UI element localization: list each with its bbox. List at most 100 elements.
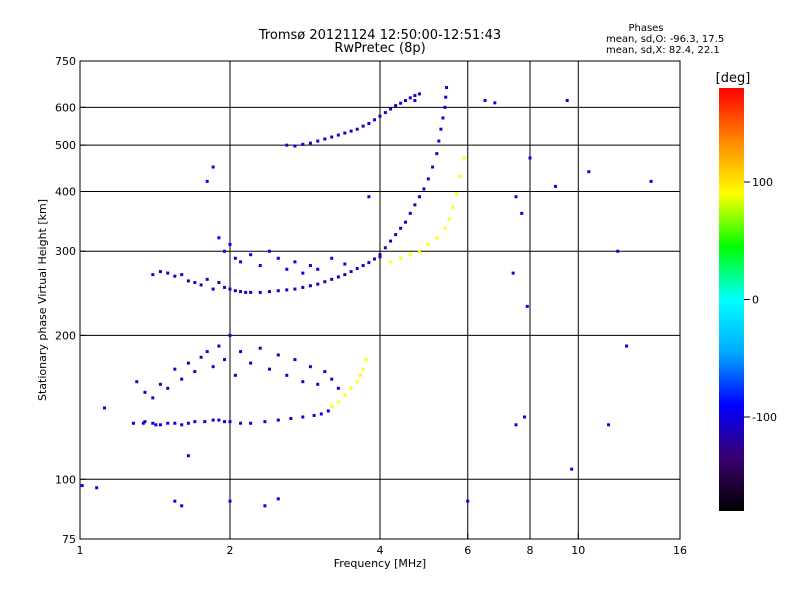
data-point — [649, 179, 653, 183]
data-point — [103, 406, 107, 410]
data-point — [616, 249, 620, 253]
data-point — [435, 236, 439, 240]
data-point — [316, 267, 320, 271]
data-point — [443, 226, 447, 230]
data-point — [289, 417, 293, 421]
data-point — [587, 170, 591, 174]
data-point — [408, 253, 412, 257]
data-point — [330, 135, 334, 139]
x-axis: 1 2 4 6 8 10 16 — [77, 533, 687, 557]
data-point — [267, 290, 271, 294]
data-point — [367, 122, 371, 126]
data-point — [249, 421, 253, 425]
data-point — [565, 99, 569, 103]
data-point — [211, 165, 215, 169]
data-point — [249, 290, 253, 294]
x-tick-label: 6 — [464, 544, 471, 557]
data-point — [180, 423, 184, 427]
data-point — [462, 156, 466, 160]
data-point — [343, 393, 347, 397]
data-point — [151, 273, 155, 277]
data-point — [408, 96, 412, 100]
data-point — [383, 246, 387, 250]
data-point — [343, 131, 347, 135]
data-point — [378, 255, 382, 259]
x-tick-label: 1 — [77, 544, 84, 557]
chart-subtitle: RwPretec (8p) — [334, 41, 425, 56]
data-point — [205, 277, 209, 281]
data-point — [361, 367, 365, 371]
data-point — [285, 267, 289, 271]
x-tick-label: 16 — [673, 544, 687, 557]
data-point — [180, 377, 184, 381]
data-point — [323, 370, 327, 374]
data-point — [308, 284, 312, 288]
colorbar-label: [deg] — [716, 71, 751, 86]
data-point — [293, 287, 297, 291]
data-point — [205, 179, 209, 183]
data-point — [417, 195, 421, 199]
data-point — [323, 137, 327, 141]
data-point — [223, 358, 227, 362]
data-point — [199, 355, 203, 359]
data-point — [228, 499, 232, 503]
data-point — [180, 273, 184, 277]
data-point — [239, 260, 243, 264]
data-point — [458, 174, 462, 178]
data-point — [228, 420, 232, 424]
data-point — [431, 165, 435, 169]
data-point — [378, 253, 382, 257]
data-point — [228, 242, 232, 246]
chart-title: Tromsø 20121124 12:50:00-12:51:43 — [258, 28, 501, 43]
data-point — [394, 104, 398, 108]
data-point — [319, 412, 323, 416]
data-point — [399, 256, 403, 260]
data-point — [267, 249, 271, 253]
data-point — [413, 94, 417, 98]
data-point — [233, 256, 237, 260]
data-point — [443, 105, 447, 109]
data-point — [336, 400, 340, 404]
data-point — [239, 290, 243, 294]
data-point — [95, 486, 99, 490]
phase-stats-heading: Phases — [628, 23, 663, 34]
data-point — [276, 418, 280, 422]
data-point — [437, 139, 441, 143]
x-tick-label: 10 — [571, 544, 585, 557]
data-point — [323, 280, 327, 284]
y-tick-label: 600 — [55, 101, 76, 114]
data-point — [326, 409, 330, 413]
colorbar-tick-label: 100 — [752, 176, 773, 189]
data-point — [267, 367, 271, 371]
data-point — [166, 421, 170, 425]
data-point — [249, 253, 253, 257]
data-point — [483, 99, 487, 103]
data-point — [141, 421, 145, 425]
phase-stats-line2: mean, sd,X: 82.4, 22.1 — [606, 45, 720, 56]
data-point — [355, 380, 359, 384]
data-point — [203, 420, 207, 424]
data-point — [349, 270, 353, 274]
data-point — [301, 380, 305, 384]
data-point — [316, 139, 320, 143]
data-point — [422, 187, 426, 191]
data-point — [151, 396, 155, 400]
data-point — [399, 226, 403, 230]
data-point — [447, 217, 451, 221]
data-point — [301, 271, 305, 275]
data-point — [239, 350, 243, 354]
data-point — [343, 262, 347, 266]
data-point — [233, 373, 237, 377]
data-point — [233, 289, 237, 293]
data-point — [607, 423, 611, 427]
data-point — [151, 421, 155, 425]
data-point — [143, 420, 147, 424]
x-tick-label: 8 — [527, 544, 534, 557]
data-point — [285, 373, 289, 377]
data-point — [336, 133, 340, 137]
data-point — [186, 421, 190, 425]
y-tick-label: 200 — [55, 329, 76, 342]
data-point — [80, 484, 84, 488]
data-point — [301, 415, 305, 419]
data-point — [355, 267, 359, 271]
